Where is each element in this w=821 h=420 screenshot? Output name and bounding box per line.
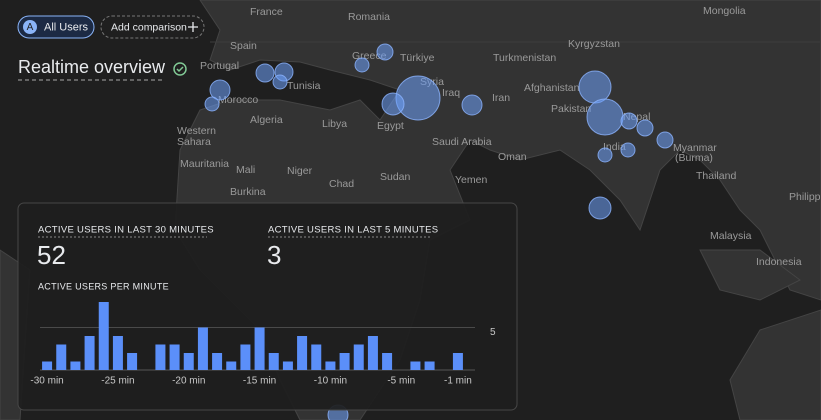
bar — [212, 353, 223, 370]
bar — [98, 302, 109, 370]
map-label: Pakistan — [551, 103, 591, 115]
segment-chip[interactable] — [17, 15, 95, 39]
bar — [424, 361, 435, 370]
realtime-card — [17, 202, 518, 411]
segment-badge-bg — [23, 20, 37, 34]
x-tick-label: -1 min — [444, 376, 472, 387]
bar — [367, 336, 378, 370]
map-label: Oman — [498, 151, 527, 163]
map-label: Mauritania — [180, 158, 229, 170]
map-label: Iran — [492, 92, 510, 104]
map-label: Sahara — [177, 136, 211, 148]
bar — [268, 353, 279, 370]
bar — [42, 361, 53, 370]
metric-value: 52 — [37, 240, 66, 270]
map-label: Tunisia — [287, 80, 321, 92]
map-label: Iraq — [442, 87, 460, 99]
map-label: Morocco — [218, 94, 258, 106]
map-label: Sudan — [380, 171, 411, 183]
bar — [254, 327, 265, 370]
status-check — [176, 66, 184, 73]
bar — [183, 353, 194, 370]
add-comparison[interactable] — [100, 15, 205, 39]
bar — [155, 344, 166, 370]
map-label: Malaysia — [710, 230, 752, 242]
x-tick-label: -15 min — [243, 376, 276, 387]
map-label: Portugal — [200, 60, 239, 72]
map-label: Saudi Arabia — [432, 136, 492, 148]
metric-label: ACTIVE USERS IN LAST 30 MINUTES — [38, 225, 214, 236]
bar — [240, 344, 251, 370]
bar — [56, 344, 67, 370]
x-tick-label: -25 min — [101, 376, 134, 387]
map-label: Yemen — [455, 174, 487, 186]
bar — [410, 361, 421, 370]
x-tick-label: -30 min — [30, 376, 63, 387]
x-tick-label: -10 min — [314, 376, 347, 387]
map-label: Kyrgyzstan — [568, 38, 620, 50]
map-label: Myanmar — [673, 142, 717, 154]
map-label: Afghanistan — [524, 82, 580, 94]
map-label: Burkina — [230, 186, 266, 198]
bar — [282, 361, 293, 370]
bar — [84, 336, 95, 370]
map-label: Spain — [230, 40, 257, 52]
map-label: Chad — [329, 178, 354, 190]
map-label: Niger — [287, 165, 313, 177]
map-label: France — [250, 6, 283, 18]
map-label: Philipp — [789, 191, 821, 203]
page-title: Realtime overview — [18, 57, 166, 77]
map-label: Türkiye — [400, 52, 435, 64]
map-label: Algeria — [250, 114, 283, 126]
map-label: Turkmenistan — [493, 52, 556, 64]
bar — [452, 353, 463, 370]
bar — [353, 344, 364, 370]
map-label: Mali — [236, 164, 255, 176]
map-label: Indonesia — [756, 256, 802, 268]
map-label: Libya — [322, 118, 347, 130]
segment-badge: A — [27, 22, 34, 33]
map-label: Egypt — [377, 120, 404, 132]
segment-name: All Users — [44, 21, 89, 33]
bar — [382, 353, 393, 370]
bar — [297, 336, 308, 370]
x-tick-label: -20 min — [172, 376, 205, 387]
map-label: Western — [177, 125, 216, 137]
map-label: Mongolia — [703, 5, 746, 17]
location-bubbles — [204, 43, 674, 420]
bar — [197, 327, 208, 370]
bar — [311, 344, 322, 370]
bar — [325, 361, 336, 370]
chart-title: ACTIVE USERS PER MINUTE — [38, 281, 169, 291]
bar — [70, 361, 81, 370]
map-label: (Burma) — [675, 152, 713, 164]
bar — [339, 353, 350, 370]
bar — [169, 344, 180, 370]
y-tick-label: 5 — [490, 327, 496, 338]
bar — [127, 353, 138, 370]
map-label: Romania — [348, 11, 390, 23]
plus-icon — [188, 22, 198, 32]
x-tick-label: -5 min — [387, 376, 415, 387]
bar — [112, 336, 123, 370]
map-label: Thailand — [696, 170, 736, 182]
status-icon — [173, 62, 187, 76]
add-comparison-label: Add comparison — [111, 21, 187, 33]
bar — [226, 361, 237, 370]
metric-label: ACTIVE USERS IN LAST 5 MINUTES — [268, 225, 438, 236]
metric-value: 3 — [267, 240, 281, 270]
